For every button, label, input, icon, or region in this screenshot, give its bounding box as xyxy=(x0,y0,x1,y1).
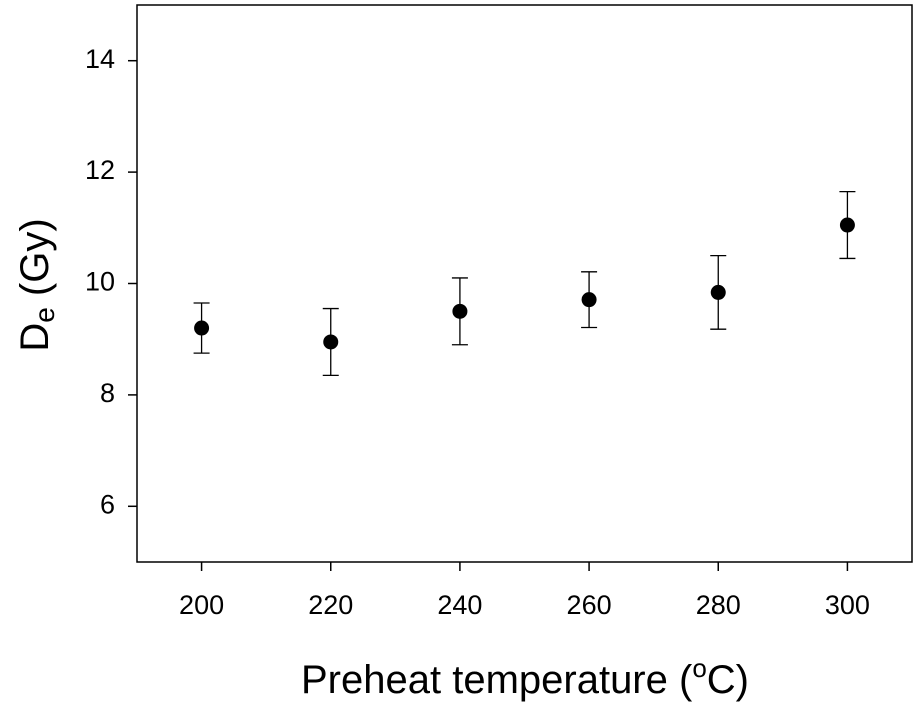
y-tick-label: 10 xyxy=(85,267,115,297)
y-tick-label: 14 xyxy=(85,44,115,74)
x-label-sup: o xyxy=(692,653,706,683)
data-point xyxy=(194,320,210,336)
y-tick-label: 6 xyxy=(100,489,115,519)
x-tick-label: 300 xyxy=(825,590,870,620)
data-point xyxy=(323,334,339,350)
x-axis-label: Preheat temperature (oC) xyxy=(301,653,749,702)
data-point xyxy=(452,303,468,319)
x-tick-label: 260 xyxy=(567,590,612,620)
x-tick-label: 200 xyxy=(179,590,224,620)
y-axis-label: De (Gy) xyxy=(13,218,60,351)
x-label-text: Preheat temperature ( xyxy=(301,658,693,702)
y-label-sub: e xyxy=(29,307,60,323)
data-point xyxy=(581,292,597,308)
x-tick-label: 240 xyxy=(437,590,482,620)
data-point xyxy=(710,284,726,300)
x-tick-label: 280 xyxy=(696,590,741,620)
plot-frame xyxy=(136,4,913,563)
y-label-text: D xyxy=(13,323,57,352)
y-tick-label: 8 xyxy=(100,378,115,408)
data-point xyxy=(839,217,855,233)
y-label-end: (Gy) xyxy=(13,218,57,307)
x-label-end: C) xyxy=(707,658,749,702)
y-tick-label: 12 xyxy=(85,155,115,185)
x-tick-label: 220 xyxy=(308,590,353,620)
